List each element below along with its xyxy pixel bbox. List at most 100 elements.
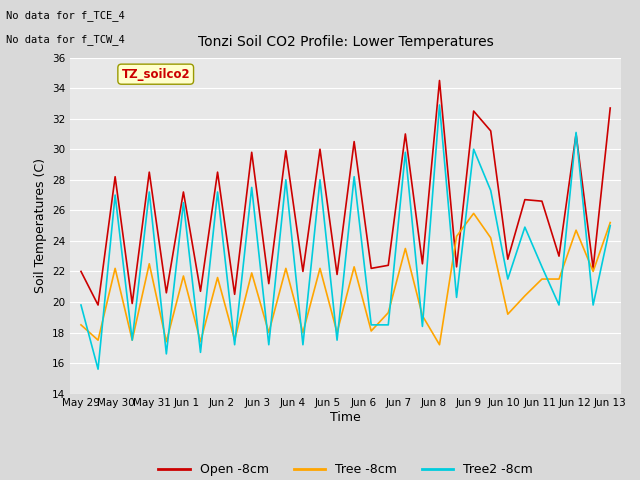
Line: Tree -8cm: Tree -8cm [81, 214, 610, 345]
Open -8cm [77, 268, 85, 274]
Tree2 -8cm [316, 177, 324, 183]
Open -8cm [436, 78, 444, 84]
Tree -8cm [299, 330, 307, 336]
Tree -8cm [419, 313, 426, 319]
Tree2 -8cm [282, 177, 290, 183]
Text: No data for f_TCE_4: No data for f_TCE_4 [6, 10, 125, 21]
Open -8cm [385, 263, 392, 268]
Tree -8cm [385, 310, 392, 315]
Tree2 -8cm [231, 342, 239, 348]
Tree2 -8cm [77, 302, 85, 308]
Tree2 -8cm [180, 200, 188, 205]
Title: Tonzi Soil CO2 Profile: Lower Temperatures: Tonzi Soil CO2 Profile: Lower Temperatur… [198, 36, 493, 49]
Text: TZ_soilco2: TZ_soilco2 [122, 68, 190, 81]
Tree2 -8cm [196, 349, 204, 355]
Open -8cm [299, 268, 307, 274]
Open -8cm [333, 272, 341, 277]
Open -8cm [129, 300, 136, 306]
Open -8cm [521, 197, 529, 203]
Tree -8cm [606, 220, 614, 226]
Tree -8cm [196, 339, 204, 345]
Tree2 -8cm [129, 337, 136, 343]
Open -8cm [367, 265, 375, 271]
Open -8cm [606, 105, 614, 111]
Tree -8cm [248, 270, 255, 276]
Open -8cm [589, 265, 597, 271]
Open -8cm [196, 288, 204, 294]
Tree2 -8cm [367, 322, 375, 328]
Tree2 -8cm [111, 192, 119, 198]
Tree -8cm [401, 246, 409, 252]
Open -8cm [555, 253, 563, 259]
Tree2 -8cm [572, 130, 580, 135]
Tree2 -8cm [350, 174, 358, 180]
Tree2 -8cm [265, 342, 273, 348]
Open -8cm [350, 139, 358, 144]
Tree2 -8cm [145, 189, 153, 195]
Tree2 -8cm [248, 184, 255, 190]
Open -8cm [401, 131, 409, 137]
Tree -8cm [470, 211, 477, 216]
Open -8cm [419, 261, 426, 267]
Open -8cm [265, 281, 273, 287]
Legend: Open -8cm, Tree -8cm, Tree2 -8cm: Open -8cm, Tree -8cm, Tree2 -8cm [154, 458, 538, 480]
Open -8cm [470, 108, 477, 114]
Tree -8cm [333, 330, 341, 336]
Open -8cm [231, 291, 239, 297]
Tree -8cm [504, 312, 511, 317]
Tree2 -8cm [163, 351, 170, 357]
Tree -8cm [77, 322, 85, 328]
Tree -8cm [214, 275, 221, 280]
Tree2 -8cm [436, 102, 444, 108]
Tree -8cm [180, 273, 188, 279]
Tree2 -8cm [470, 146, 477, 152]
Tree2 -8cm [555, 302, 563, 308]
Open -8cm [94, 302, 102, 308]
Open -8cm [145, 169, 153, 175]
Tree -8cm [538, 276, 546, 282]
Tree -8cm [487, 235, 495, 240]
Open -8cm [452, 264, 460, 270]
Open -8cm [282, 148, 290, 154]
Tree -8cm [231, 337, 239, 343]
Tree2 -8cm [385, 322, 392, 328]
Open -8cm [180, 189, 188, 195]
Open -8cm [214, 169, 221, 175]
Tree -8cm [265, 330, 273, 336]
Open -8cm [316, 146, 324, 152]
Tree -8cm [163, 339, 170, 345]
Open -8cm [163, 290, 170, 296]
Tree -8cm [589, 268, 597, 274]
Open -8cm [572, 131, 580, 137]
Open -8cm [538, 198, 546, 204]
Tree2 -8cm [538, 264, 546, 270]
Tree2 -8cm [299, 342, 307, 348]
X-axis label: Time: Time [330, 411, 361, 424]
Tree2 -8cm [504, 276, 511, 282]
Tree2 -8cm [419, 324, 426, 329]
Tree2 -8cm [487, 188, 495, 193]
Tree -8cm [129, 337, 136, 343]
Open -8cm [487, 128, 495, 134]
Tree -8cm [145, 261, 153, 267]
Tree -8cm [316, 265, 324, 271]
Text: No data for f_TCW_4: No data for f_TCW_4 [6, 34, 125, 45]
Tree -8cm [436, 342, 444, 348]
Tree -8cm [555, 276, 563, 282]
Tree -8cm [452, 233, 460, 239]
Tree2 -8cm [401, 149, 409, 155]
Tree -8cm [282, 265, 290, 271]
Open -8cm [248, 149, 255, 155]
Tree -8cm [111, 265, 119, 271]
Tree2 -8cm [452, 295, 460, 300]
Tree2 -8cm [521, 224, 529, 230]
Open -8cm [504, 256, 511, 262]
Line: Tree2 -8cm: Tree2 -8cm [81, 105, 610, 369]
Y-axis label: Soil Temperatures (C): Soil Temperatures (C) [34, 158, 47, 293]
Tree2 -8cm [214, 189, 221, 195]
Line: Open -8cm: Open -8cm [81, 81, 610, 305]
Open -8cm [111, 174, 119, 180]
Tree -8cm [367, 328, 375, 334]
Tree -8cm [350, 264, 358, 270]
Tree2 -8cm [606, 223, 614, 228]
